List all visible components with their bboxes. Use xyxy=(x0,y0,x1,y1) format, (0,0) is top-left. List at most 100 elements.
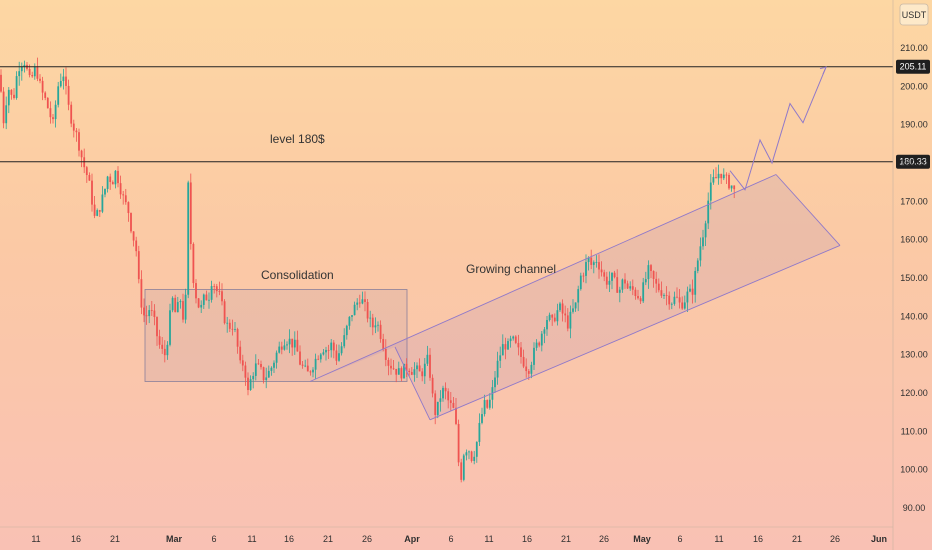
y-tick-label: 100.00 xyxy=(900,465,928,475)
candle-body xyxy=(631,286,634,290)
candle-body xyxy=(481,414,483,423)
candle-body xyxy=(699,246,702,261)
candle-body xyxy=(358,302,361,304)
candle-body xyxy=(730,185,733,189)
candle-body xyxy=(634,289,637,297)
candle-body xyxy=(616,277,619,293)
candle-body xyxy=(262,367,265,381)
candle-body xyxy=(135,240,138,252)
candle-body xyxy=(655,278,658,284)
candle-body xyxy=(143,307,145,316)
candle-body xyxy=(202,294,205,305)
x-tick-label: 11 xyxy=(247,534,256,544)
y-tick-label: 110.00 xyxy=(901,426,928,436)
candle-body xyxy=(548,314,551,321)
candle-body xyxy=(174,297,177,313)
candle-body xyxy=(585,262,587,276)
candle-body xyxy=(486,400,489,408)
x-tick-label: Jun xyxy=(871,534,887,544)
y-tick-label: 150.00 xyxy=(900,273,928,283)
currency-badge[interactable]: USDT xyxy=(899,3,929,26)
candle-body xyxy=(10,89,13,95)
candle-body xyxy=(374,325,377,328)
level-180-label: level 180$ xyxy=(270,132,325,146)
candle-body xyxy=(384,348,387,360)
candle-body xyxy=(241,360,244,366)
channel-fill xyxy=(310,174,840,420)
candle-body xyxy=(369,317,372,319)
candle-body xyxy=(299,351,301,365)
candle-body xyxy=(712,177,715,183)
candle-body xyxy=(520,347,522,357)
channel-upper-line xyxy=(309,174,777,382)
candle-body xyxy=(296,339,299,352)
x-tick-label: 21 xyxy=(792,534,802,544)
y-axis[interactable]: 210.00 200.00 190.00 180.00 170.00 160.00 150.… xyxy=(892,0,928,550)
x-tick-label: 21 xyxy=(110,534,120,544)
candle-body xyxy=(304,365,307,367)
y-tick-label: 90.00 xyxy=(903,503,926,513)
candle-body xyxy=(535,342,538,348)
candle-body xyxy=(150,310,153,311)
candle-body xyxy=(148,310,151,317)
x-axis[interactable]: 11 16 21 Mar 6 11 16 21 26 Apr 6 11 16 21 26 May 6 11 16 21… xyxy=(0,526,893,544)
x-tick-label: 16 xyxy=(522,534,532,544)
candle-body xyxy=(621,279,624,290)
candle-body xyxy=(452,402,455,408)
level-price-label: 180.33 xyxy=(899,157,927,167)
candle-body xyxy=(639,298,642,302)
candle-body xyxy=(257,363,260,365)
candle-body xyxy=(390,365,392,369)
candle-body xyxy=(306,365,309,372)
x-tick-label: 16 xyxy=(71,534,81,544)
candle-body xyxy=(291,338,294,348)
candle-body xyxy=(436,401,439,415)
candle-body xyxy=(213,286,216,287)
candle-body xyxy=(31,75,34,77)
candle-body xyxy=(312,369,314,373)
candle-body xyxy=(184,294,187,320)
candle-body xyxy=(683,302,686,309)
channel-right-edge xyxy=(775,174,841,246)
candle-body xyxy=(62,76,65,81)
candle-body xyxy=(483,400,486,415)
drawings-fill-layer xyxy=(144,174,840,420)
candle-body xyxy=(88,175,91,181)
candle-body xyxy=(561,303,564,314)
candle-body xyxy=(364,299,366,302)
candle-body xyxy=(603,272,606,277)
candle-body xyxy=(67,85,70,105)
candle-body xyxy=(613,272,616,278)
consolidation-box xyxy=(144,289,408,382)
candle-body xyxy=(611,272,613,281)
candle-body xyxy=(530,364,533,374)
candle-body xyxy=(114,170,117,185)
candle-body xyxy=(460,462,463,480)
candle-body xyxy=(470,451,473,461)
candle-body xyxy=(124,195,127,203)
candle-body xyxy=(353,304,356,316)
candle-body xyxy=(205,294,208,301)
forecast-arrowhead xyxy=(819,66,827,75)
candle-body xyxy=(351,315,353,317)
candle-body xyxy=(158,336,161,345)
candle-body xyxy=(468,451,470,453)
candle-body xyxy=(234,329,236,330)
candle-body xyxy=(325,349,327,353)
candle-body xyxy=(161,344,164,349)
x-tick-label: 26 xyxy=(599,534,609,544)
candle-body xyxy=(319,354,322,360)
candle-body xyxy=(473,456,476,461)
candle-body xyxy=(691,288,694,295)
level-price-badge xyxy=(896,59,930,74)
candle-body xyxy=(392,368,395,370)
candle-body xyxy=(343,335,346,347)
candle-body xyxy=(54,104,57,120)
candle-body xyxy=(434,393,437,415)
candle-body xyxy=(652,270,655,279)
level-price-badge xyxy=(896,154,930,169)
candle-body xyxy=(231,328,234,330)
candle-body xyxy=(239,346,242,361)
candle-body xyxy=(517,342,520,348)
